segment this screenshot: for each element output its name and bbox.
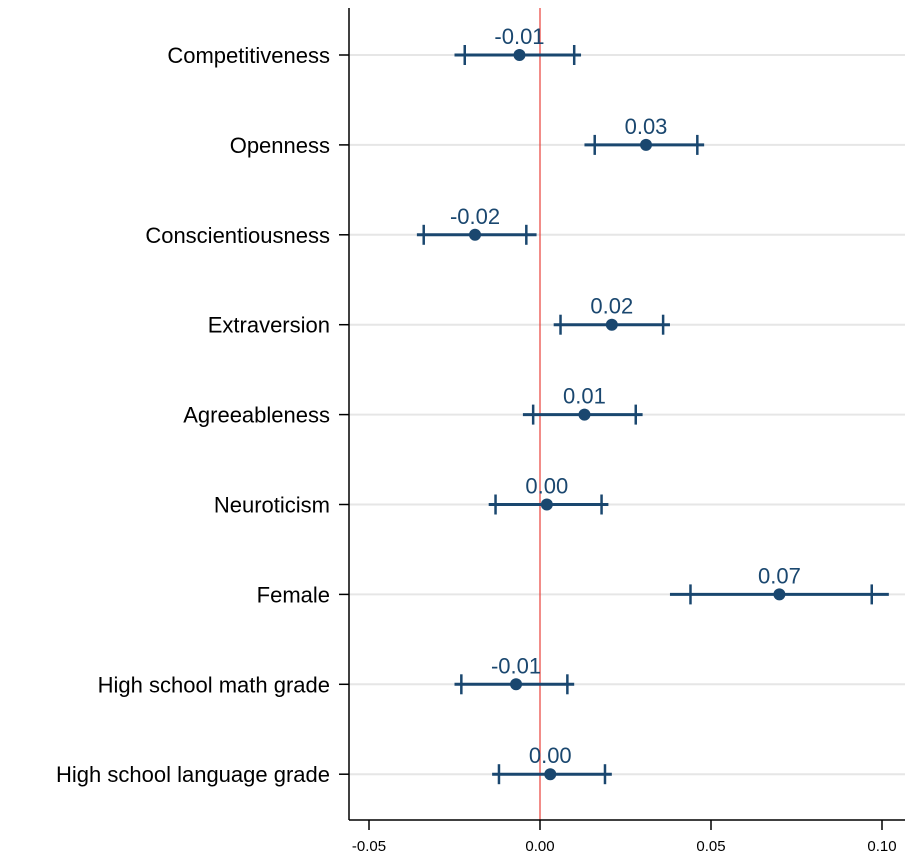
axes bbox=[339, 8, 905, 830]
point-estimate bbox=[540, 498, 553, 511]
category-label: Conscientiousness bbox=[145, 223, 330, 248]
x-tick-label: 0.05 bbox=[696, 838, 725, 855]
data-label: 0.07 bbox=[758, 563, 801, 588]
category-label: Openness bbox=[230, 133, 330, 158]
category-label: Neuroticism bbox=[214, 493, 330, 518]
x-tick-label: 0.00 bbox=[525, 838, 554, 855]
x-tick-label: 0.10 bbox=[867, 838, 896, 855]
data-label: -0.02 bbox=[450, 204, 500, 229]
point-estimate bbox=[773, 588, 786, 601]
data-marks bbox=[416, 45, 889, 785]
point-estimate bbox=[510, 678, 523, 691]
data-label: 0.02 bbox=[590, 294, 633, 319]
category-label: High school math grade bbox=[98, 672, 330, 697]
category-label: Extraversion bbox=[208, 313, 330, 338]
point-estimate bbox=[605, 318, 618, 331]
data-label: 0.03 bbox=[625, 114, 668, 139]
data-label: 0.00 bbox=[529, 743, 572, 768]
category-label: High school language grade bbox=[56, 762, 330, 787]
data-label: 0.01 bbox=[563, 384, 606, 409]
labels: Competitiveness Openness Conscientiousness… bbox=[56, 24, 897, 855]
category-label: Competitiveness bbox=[167, 43, 330, 68]
data-label: -0.01 bbox=[491, 653, 541, 678]
point-estimate bbox=[513, 49, 526, 61]
data-label: 0.00 bbox=[525, 474, 568, 499]
category-label: Agreeableness bbox=[183, 403, 330, 428]
point-estimate bbox=[640, 138, 653, 151]
point-estimate bbox=[578, 408, 591, 421]
point-estimate bbox=[544, 768, 557, 781]
point-estimate bbox=[469, 228, 482, 241]
x-tick-label: -0.05 bbox=[352, 838, 386, 855]
data-label: -0.01 bbox=[494, 24, 544, 49]
category-label: Female bbox=[257, 582, 330, 607]
